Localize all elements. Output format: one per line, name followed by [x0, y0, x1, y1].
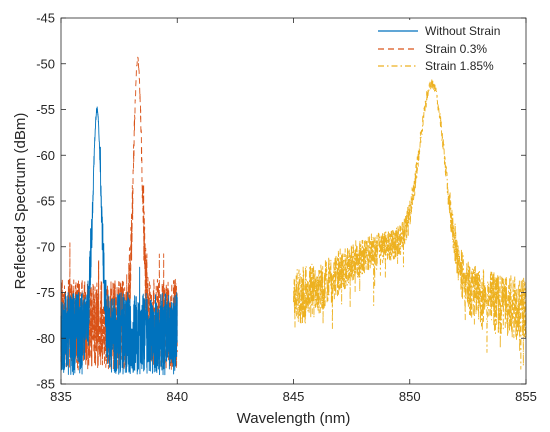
x-tick-label: 835 — [50, 389, 72, 404]
y-tick-label: -75 — [36, 285, 55, 300]
series-line-strain-1-85 — [293, 79, 527, 370]
y-tick-label: -60 — [36, 148, 55, 163]
y-tick-label: -55 — [36, 102, 55, 117]
series-layer — [60, 56, 527, 376]
y-tick-label: -45 — [36, 11, 55, 26]
legend: Without Strain Strain 0.3% Strain 1.85% — [371, 20, 523, 76]
y-tick-label: -85 — [36, 377, 55, 392]
legend-box — [371, 20, 523, 76]
y-tick-label: -70 — [36, 239, 55, 254]
ticks-layer: 835 840 845 850 855 -45 -50 -55 -60 -65 -70 -75 -80 -… — [36, 11, 537, 405]
legend-label-strain-1-85: Strain 1.85% — [425, 59, 494, 73]
x-tick-label: 855 — [515, 389, 537, 404]
legend-label-strain-0-3: Strain 0.3% — [425, 42, 487, 56]
plot-area: 835 840 845 850 855 -45 -50 -55 -60 -65 -70 -75 -80 -… — [36, 11, 537, 405]
legend-label-without-strain: Without Strain — [425, 24, 500, 38]
y-tick-label: -80 — [36, 331, 55, 346]
y-tick-label: -50 — [36, 56, 55, 71]
series-line-without-strain — [60, 106, 178, 376]
x-tick-label: 840 — [166, 389, 188, 404]
y-tick-label: -65 — [36, 194, 55, 209]
y-axis-title: Reflected Spectrum (dBm) — [12, 113, 29, 290]
x-axis-title: Wavelength (nm) — [237, 410, 351, 427]
x-tick-label: 850 — [399, 389, 421, 404]
x-tick-label: 845 — [283, 389, 305, 404]
